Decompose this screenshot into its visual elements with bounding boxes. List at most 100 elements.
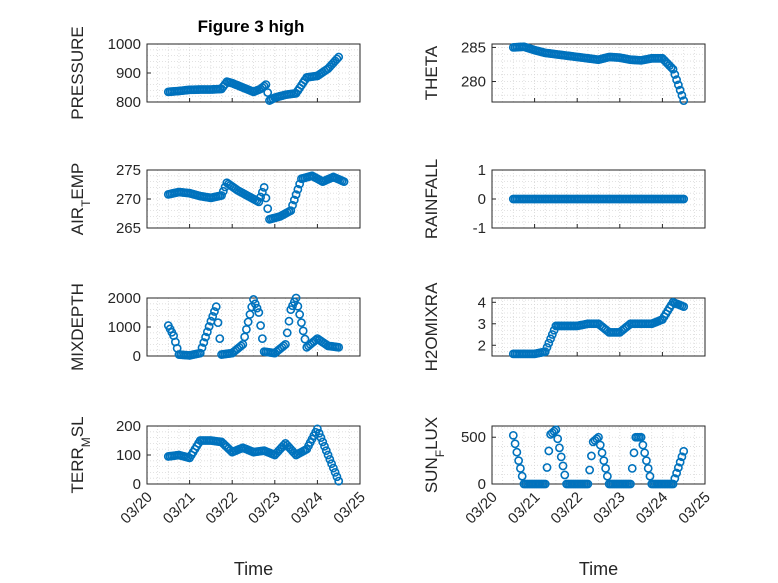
data-point: [261, 80, 271, 89]
data-point: [668, 479, 678, 489]
data-point: [627, 464, 637, 473]
data-point: [602, 471, 612, 481]
data-point: [332, 54, 342, 64]
data-point: [325, 454, 335, 464]
data-point: [597, 448, 607, 458]
data-point: [316, 433, 326, 442]
data-point: [592, 434, 602, 444]
data-point: [555, 443, 564, 453]
data-point: [339, 177, 349, 186]
data-point: [587, 451, 596, 461]
y-tick-label: 900: [116, 65, 141, 82]
y-axis-label: H2OMIXRA: [422, 282, 441, 371]
data-point: [261, 193, 271, 203]
data-point: [195, 348, 205, 358]
data-point: [540, 347, 550, 357]
data-point: [558, 461, 568, 471]
data-point: [279, 440, 289, 450]
data-point: [201, 332, 210, 342]
grid: [491, 169, 706, 229]
data-point: [673, 80, 683, 90]
data-point: [514, 456, 524, 466]
y-tick-label: 0: [478, 191, 486, 208]
y-tick-label: 100: [116, 447, 141, 464]
data-point: [677, 452, 687, 462]
data-point: [284, 316, 294, 326]
data-point: [320, 441, 329, 451]
data-point: [544, 338, 554, 348]
data-point: [297, 318, 306, 328]
y-axis-label: THETA: [422, 45, 441, 100]
data-point: [211, 302, 221, 312]
data-point: [599, 456, 609, 466]
data-point: [257, 334, 267, 343]
data-point: [546, 334, 555, 344]
y-tick-label: 265: [116, 220, 141, 237]
data-point: [281, 339, 290, 349]
data-point: [236, 341, 246, 351]
data-point: [629, 448, 639, 458]
data-point: [327, 459, 336, 469]
data-point: [679, 446, 689, 456]
data-point: [675, 85, 685, 95]
data-point: [666, 63, 676, 72]
data-point: [643, 464, 653, 473]
data-point: [670, 70, 680, 79]
data-point: [553, 434, 563, 444]
data-point: [679, 96, 689, 106]
y-tick-label: 3: [478, 316, 486, 333]
data-series: [508, 194, 689, 204]
data-point: [256, 321, 265, 330]
data-point: [673, 463, 683, 473]
data-point: [330, 467, 340, 477]
data-point: [314, 428, 324, 438]
y-axis-label: RAINFALL: [422, 159, 441, 239]
data-point: [249, 295, 258, 304]
data-point: [288, 200, 297, 210]
data-point: [512, 447, 522, 457]
data-point: [321, 446, 331, 456]
data-series: [163, 171, 349, 224]
data-point: [215, 334, 225, 343]
data-point: [544, 446, 554, 456]
y-tick-label: 4: [478, 294, 486, 311]
data-point: [252, 303, 262, 313]
axes-box: [491, 297, 706, 357]
data-point: [250, 299, 260, 309]
y-tick-label: 1000: [108, 36, 141, 53]
panel-mixdepth: 0 1000 2000 MIXDEPTH: [68, 283, 361, 371]
y-tick-label: 500: [461, 429, 486, 446]
data-point: [256, 192, 265, 202]
y-tick-label: 275: [116, 162, 141, 179]
data-point: [208, 311, 218, 321]
y-tick-label: 0: [133, 476, 141, 493]
data-point: [508, 430, 518, 440]
axes-box: [491, 425, 706, 485]
data-series: [508, 42, 689, 106]
data-point: [286, 206, 296, 215]
data-point: [583, 479, 593, 489]
y-axis-label: MIXDEPTH: [68, 283, 87, 371]
data-point: [202, 327, 212, 337]
data-point: [542, 343, 552, 352]
data-point: [516, 464, 525, 473]
data-point: [217, 191, 226, 200]
axes-box: [491, 43, 706, 103]
data-point: [259, 182, 269, 192]
data-point: [282, 328, 292, 338]
data-point: [594, 432, 603, 442]
panel-h2omixra: 2 3 4 H2OMIXRA: [422, 282, 706, 371]
data-series: [508, 425, 689, 489]
data-point: [318, 437, 328, 447]
data-point: [199, 338, 209, 347]
y-tick-label: 280: [461, 74, 486, 91]
data-point: [328, 463, 338, 473]
data-point: [542, 463, 552, 472]
data-point: [263, 204, 273, 214]
data-point: [675, 457, 685, 467]
data-point: [595, 440, 605, 450]
data-point: [295, 310, 305, 319]
data-point: [289, 195, 299, 205]
data-point: [670, 474, 680, 483]
data-point: [677, 91, 687, 100]
